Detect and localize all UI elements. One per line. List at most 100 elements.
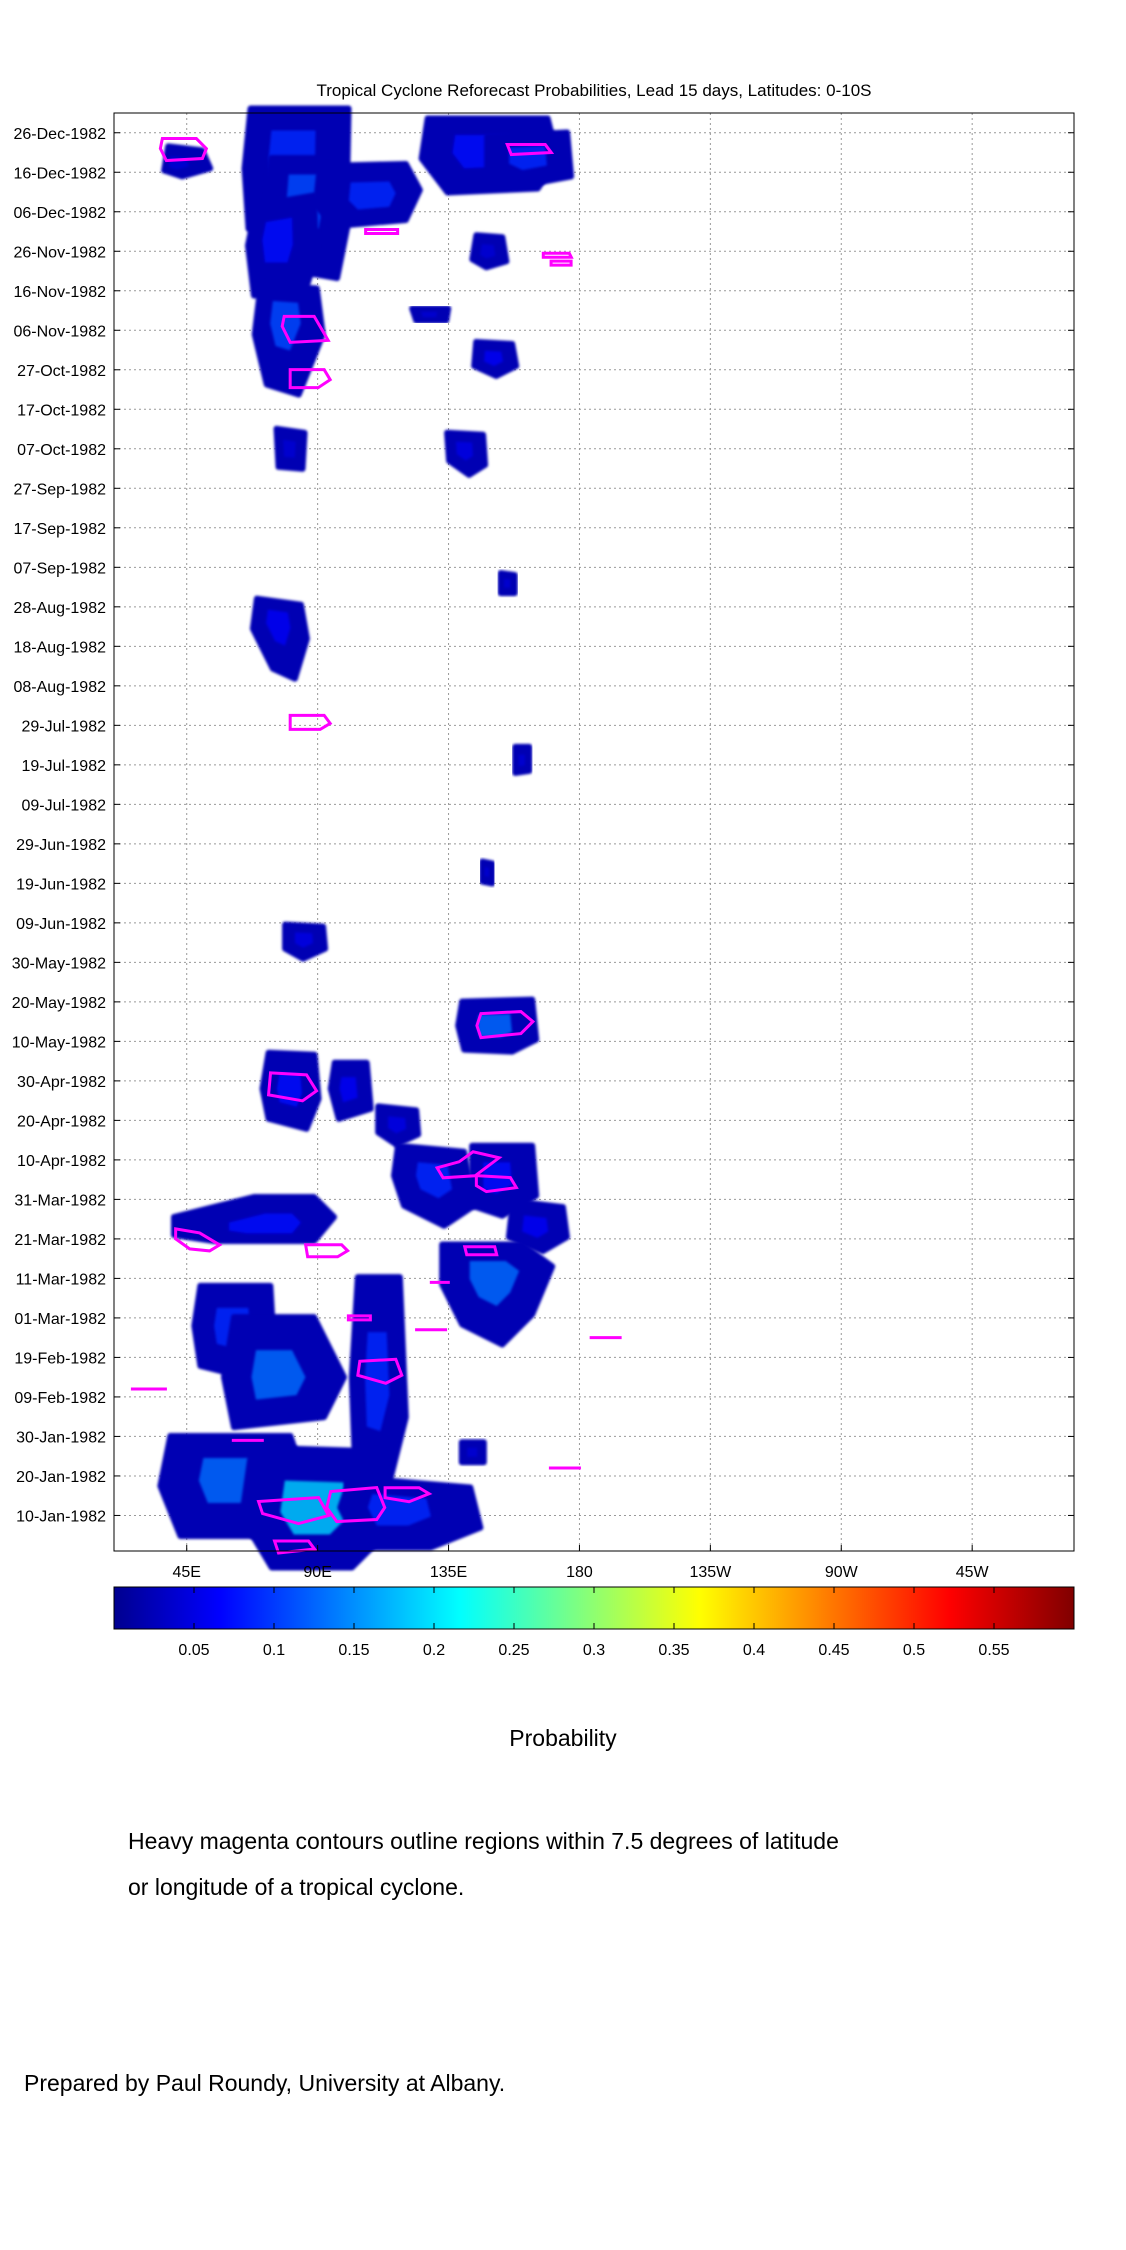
probability-core: [388, 1116, 407, 1134]
y-tick-label: 20-Jan-1982: [16, 1469, 106, 1486]
y-tick-label: 17-Oct-1982: [17, 402, 106, 419]
x-tick-label: 45E: [172, 1564, 200, 1581]
probability-core: [294, 932, 313, 948]
y-tick-label: 10-Apr-1982: [17, 1153, 106, 1170]
probability-core: [283, 439, 296, 458]
y-tick-label: 26-Nov-1982: [14, 244, 107, 261]
y-tick-label: 10-May-1982: [12, 1034, 106, 1051]
colorbar-tick-label: 0.15: [338, 1642, 369, 1659]
colorbar-tick-label: 0.35: [658, 1642, 689, 1659]
x-axis: 45E 90E 135E 180 135W 90W 45W: [172, 1545, 990, 1581]
cyclone-contour: [541, 251, 574, 259]
cyclone-contour: [256, 1495, 331, 1526]
cyclone-contours: [130, 137, 622, 1555]
probability-core: [339, 1077, 358, 1103]
colorbar-tick-label: 0.3: [583, 1642, 605, 1659]
probability-core: [416, 1162, 452, 1199]
y-tick-label: 17-Sep-1982: [13, 521, 106, 538]
y-tick-label: 09-Jun-1982: [16, 916, 106, 933]
y-tick-label: 16-Dec-1982: [14, 165, 107, 182]
y-tick-label: 06-Nov-1982: [14, 323, 107, 340]
y-tick-label: 21-Mar-1982: [14, 1232, 106, 1249]
colorbar-label: Probability: [509, 1725, 617, 1751]
y-tick-label: 16-Nov-1982: [14, 284, 107, 301]
y-tick-label: 09-Jul-1982: [22, 797, 107, 814]
y-tick-label: 07-Sep-1982: [13, 560, 106, 577]
colorbar-ticks: 0.05 0.1 0.15 0.2 0.25 0.3 0.35 0.4 0.45 0.5 0.55: [178, 1587, 1010, 1659]
probability-core: [348, 181, 396, 210]
y-tick-label: 29-Jul-1982: [22, 718, 107, 735]
y-tick-label: 19-Feb-1982: [14, 1350, 106, 1367]
colorbar-tick-label: 0.05: [178, 1642, 209, 1659]
colorbar-tick-label: 0.4: [743, 1642, 765, 1659]
x-tick-label: 45W: [956, 1564, 990, 1581]
credit-line: Prepared by Paul Roundy, University at A…: [24, 2070, 506, 2096]
y-tick-label: 10-Jan-1982: [16, 1508, 106, 1525]
y-tick-label: 20-May-1982: [12, 995, 106, 1012]
x-tick-label: 90W: [825, 1564, 859, 1581]
y-tick-label: 26-Dec-1982: [14, 126, 107, 143]
y-tick-label: 27-Sep-1982: [13, 481, 106, 498]
probability-core: [455, 441, 473, 461]
cyclone-contour: [475, 1010, 536, 1040]
probability-core: [262, 217, 293, 263]
cyclone-contour: [266, 1071, 319, 1103]
chart-title: Tropical Cyclone Reforecast Probabilitie…: [316, 81, 871, 100]
y-tick-label: 30-Apr-1982: [17, 1074, 106, 1091]
colorbar-tick-label: 0.55: [978, 1642, 1009, 1659]
y-tick-label: 09-Feb-1982: [14, 1390, 106, 1407]
cyclone-contour: [383, 1486, 433, 1504]
probability-core: [476, 1013, 512, 1038]
probability-core: [518, 754, 525, 767]
cyclone-contour: [474, 1174, 519, 1194]
contour-note: Heavy magenta contours outline regions w…: [128, 1818, 1028, 1910]
colorbar-tick-label: 0.5: [903, 1642, 925, 1659]
colorbar-tick-label: 0.2: [423, 1642, 445, 1659]
probability-core: [276, 1072, 303, 1107]
contour-note-line1: Heavy magenta contours outline regions w…: [128, 1828, 839, 1854]
probability-core: [509, 145, 547, 170]
x-tick-label: 135W: [689, 1564, 732, 1581]
probability-core: [504, 578, 511, 588]
y-axis: 26-Dec-1982 16-Dec-1982 06-Dec-1982 26-Nov-…: [12, 126, 1074, 1525]
y-tick-label: 19-Jul-1982: [22, 758, 107, 775]
probability-core: [484, 867, 490, 877]
cyclone-contour: [288, 713, 333, 731]
x-tick-label: 90E: [303, 1564, 331, 1581]
probability-regions: [157, 105, 575, 1571]
colorbar-tick-label: 0.45: [818, 1642, 849, 1659]
cyclone-contour: [549, 259, 573, 267]
cyclone-contour: [364, 228, 400, 236]
y-tick-label: 08-Aug-1982: [13, 679, 106, 696]
probability-core: [420, 311, 438, 318]
cyclone-contour: [434, 1150, 503, 1180]
cyclone-contour: [280, 314, 331, 344]
probability-core: [270, 300, 301, 351]
cyclone-contour: [325, 1485, 387, 1524]
y-tick-label: 27-Oct-1982: [17, 363, 106, 380]
probability-core: [480, 244, 496, 259]
probability-core: [467, 1447, 478, 1457]
cyclone-contour: [288, 368, 333, 390]
y-tick-label: 29-Jun-1982: [16, 837, 106, 854]
y-tick-label: 30-May-1982: [12, 955, 106, 972]
colorbar-tick-label: 0.1: [263, 1642, 285, 1659]
cyclone-contour: [272, 1539, 318, 1555]
contour-note-line2: or longitude of a tropical cyclone.: [128, 1874, 465, 1900]
x-tick-label: 135E: [430, 1564, 467, 1581]
y-tick-label: 20-Apr-1982: [17, 1113, 106, 1130]
colorbar: [113, 1586, 1075, 1630]
y-tick-label: 31-Mar-1982: [14, 1192, 106, 1209]
cyclone-contour: [462, 1245, 499, 1257]
cyclone-contour: [505, 143, 555, 157]
cyclone-contour: [356, 1357, 404, 1385]
y-tick-label: 01-Mar-1982: [14, 1311, 106, 1328]
cyclone-contour: [346, 1314, 372, 1322]
cyclone-contour: [303, 1243, 351, 1259]
y-tick-label: 18-Aug-1982: [13, 639, 106, 656]
cyclone-contour: [174, 1227, 223, 1253]
y-tick-label: 30-Jan-1982: [16, 1429, 106, 1446]
y-tick-label: 28-Aug-1982: [13, 600, 106, 617]
cyclone-contour: [158, 137, 209, 163]
